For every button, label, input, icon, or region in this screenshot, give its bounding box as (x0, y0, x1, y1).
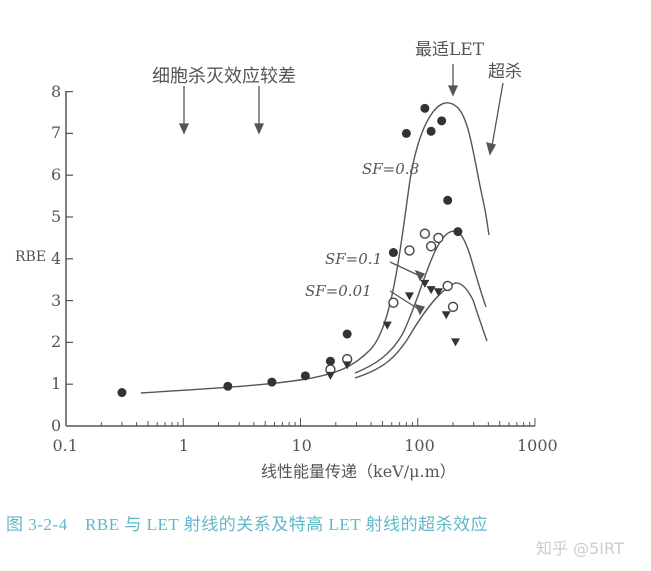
legend-sf-0.8: SF=0.8 (362, 160, 420, 178)
y-tick-label: 8 (51, 81, 62, 101)
data-point (342, 361, 352, 370)
y-tick-label: 0 (51, 416, 62, 435)
figure-caption: 图 3-2-4 RBE 与 LET 射线的关系及特高 LET 射线的超杀效应 (6, 515, 489, 534)
fit-curves (140, 102, 490, 394)
y-tick-label: 2 (51, 332, 62, 352)
data-point (426, 286, 436, 295)
data-point (300, 371, 310, 381)
x-ticks (100, 418, 536, 426)
y-tick-label: 3 (51, 290, 62, 310)
data-point (420, 103, 430, 113)
x-tick-label: 0.1 (52, 436, 78, 455)
x-tick-label: 1 (178, 436, 189, 455)
data-point (451, 338, 461, 347)
markers (117, 103, 463, 398)
y-tick-label: 6 (51, 165, 62, 185)
data-point (325, 356, 335, 366)
data-point (437, 116, 447, 126)
data-point (425, 241, 437, 252)
y-tick-label: 7 (51, 123, 62, 143)
y-tick-label: 1 (51, 374, 62, 394)
data-point (453, 227, 463, 237)
data-point (419, 228, 431, 239)
data-point (404, 245, 415, 256)
curve-sf-0.8 (140, 102, 490, 394)
data-point (325, 371, 335, 380)
data-point (388, 297, 399, 308)
annotation-arrows (178, 64, 504, 316)
data-point (382, 321, 392, 330)
data-point (442, 280, 453, 292)
data-point (426, 126, 436, 136)
x-tick-label: 1000 (517, 436, 558, 455)
curve-sf-0.01 (354, 282, 488, 379)
data-point (433, 288, 443, 297)
annotation-optimal-let: 最适LET (415, 40, 485, 60)
data-point (420, 279, 430, 288)
data-point (401, 128, 411, 138)
data-point (117, 388, 127, 398)
x-tick-label: 10 (291, 436, 312, 455)
axes (65, 91, 535, 427)
x-tick-label: 100 (404, 436, 435, 455)
watermark: 知乎 @5IRT (536, 539, 624, 558)
legend-sf-0.1: SF=0.1 (325, 250, 383, 268)
y-tick-label: 4 (51, 248, 62, 268)
legend-sf-0.01: SF=0.01 (305, 282, 372, 300)
x-axis-label: 线性能量传递（keV/μ.m） (261, 462, 456, 481)
data-point (342, 329, 352, 339)
annotation-overkill: 超杀 (488, 62, 522, 82)
data-point (223, 381, 233, 391)
y-ticks (66, 90, 73, 385)
data-point (267, 377, 277, 387)
y-axis-label: RBE (15, 249, 47, 265)
data-point (433, 232, 444, 244)
data-point (441, 311, 451, 320)
data-point (404, 292, 414, 301)
data-point (443, 195, 453, 205)
y-tick-label: 5 (51, 207, 62, 226)
data-point (447, 301, 459, 313)
annotation-poor-kill: 细胞杀灭效应较差 (152, 66, 296, 87)
data-point (388, 248, 398, 258)
curve-sf-0.1 (354, 230, 487, 374)
